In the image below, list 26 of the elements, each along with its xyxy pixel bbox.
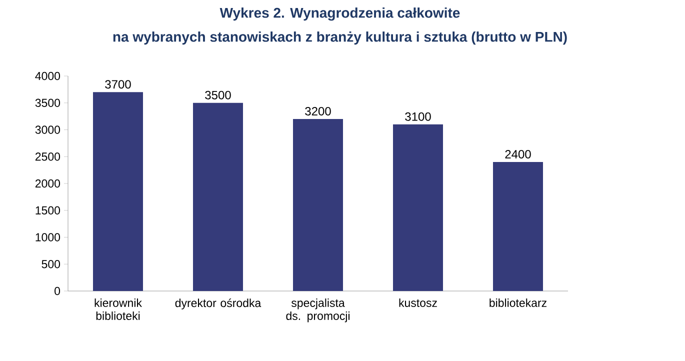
bar (293, 119, 343, 291)
y-tick-label: 4000 (35, 72, 60, 80)
x-tick-label: bibliotekarz (490, 298, 546, 307)
bar (93, 92, 143, 291)
data-label: 2400 (505, 150, 531, 158)
chart-title: Wykres 2. Wynagrodzenia całkowite (220, 8, 460, 21)
data-label: 3100 (405, 112, 431, 121)
data-label: 3700 (105, 80, 131, 89)
y-tick-label: 1500 (36, 206, 60, 214)
bar (393, 124, 443, 291)
data-label: 3200 (305, 106, 331, 116)
y-tick-label: 3500 (35, 98, 60, 107)
x-tick-label: kierownik biblioteki (94, 298, 142, 320)
y-tick-label: 0 (54, 286, 60, 296)
x-tick-label: dyrektor ośrodka (175, 298, 262, 310)
y-tick-label: 1000 (36, 233, 60, 242)
y-tick-label: 500 (42, 260, 60, 268)
x-tick-label: specjalista ds. promocji (286, 298, 350, 322)
x-tick-label: kustosz (399, 298, 437, 307)
bar (193, 102, 243, 291)
y-tick-label: 3000 (35, 126, 60, 134)
bar (493, 162, 543, 291)
y-tick-label: 2500 (35, 152, 60, 161)
chart-subtitle: na wybranych stanowiskach z branży kultura i sztuka (brutto w PLN) (113, 32, 567, 45)
y-tick-label: 2000 (35, 179, 60, 188)
data-label: 3500 (205, 90, 231, 100)
